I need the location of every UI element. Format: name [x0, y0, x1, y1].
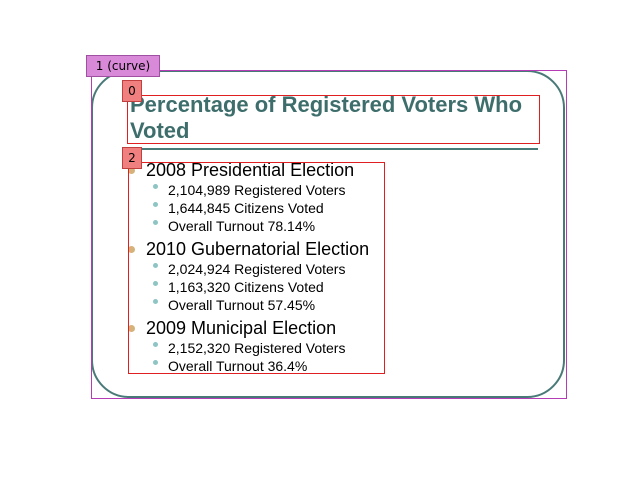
slide-title: Percentage of Registered Voters Who Vote… — [130, 92, 523, 143]
annotation-box-body — [128, 162, 385, 374]
list-item: 2,104,989 Registered Voters — [128, 181, 428, 199]
sub-bullet-dot-icon — [153, 202, 158, 207]
section-heading-text: 2008 Presidential Election — [146, 160, 355, 180]
title-underline — [130, 148, 538, 150]
section-heading: 2009 Municipal Election — [128, 318, 428, 339]
list-item-text: 1,644,845 Citizens Voted — [168, 200, 324, 216]
section-items: 2,152,320 Registered Voters Overall Turn… — [128, 339, 428, 375]
section-heading: 2010 Gubernatorial Election — [128, 239, 428, 260]
sub-bullet-dot-icon — [153, 299, 158, 304]
list-item: 2,152,320 Registered Voters — [128, 339, 428, 357]
list-item-text: 1,163,320 Citizens Voted — [168, 279, 324, 295]
bullet-list: 2008 Presidential Election 2,104,989 Reg… — [128, 160, 428, 379]
annotation-tag-title: 0 — [122, 80, 142, 102]
section-items: 2,104,989 Registered Voters 1,644,845 Ci… — [128, 181, 428, 235]
list-item-text: 2,024,924 Registered Voters — [168, 261, 346, 277]
sub-bullet-dot-icon — [153, 360, 158, 365]
sub-bullet-dot-icon — [153, 342, 158, 347]
list-item-text: 2,152,320 Registered Voters — [168, 340, 346, 356]
bullet-dot-icon — [128, 325, 135, 332]
list-item: 2,024,924 Registered Voters — [128, 260, 428, 278]
sub-bullet-dot-icon — [153, 184, 158, 189]
bullet-dot-icon — [128, 246, 135, 253]
list-item: Overall Turnout 78.14% — [128, 217, 428, 235]
section-heading-text: 2010 Gubernatorial Election — [146, 239, 370, 259]
list-item-text: 2,104,989 Registered Voters — [168, 182, 346, 198]
annotation-tag-body: 2 — [122, 147, 142, 169]
list-item: Overall Turnout 57.45% — [128, 296, 428, 314]
list-item-text: Overall Turnout 36.4% — [168, 358, 308, 374]
slide-frame-curve — [91, 70, 565, 398]
sub-bullet-dot-icon — [153, 263, 158, 268]
section-items: 2,024,924 Registered Voters 1,163,320 Ci… — [128, 260, 428, 314]
section-heading-text: 2009 Municipal Election — [146, 318, 337, 338]
list-item: 1,163,320 Citizens Voted — [128, 278, 428, 296]
list-item: Overall Turnout 36.4% — [128, 357, 428, 375]
annotation-tag-curve: 1 (curve) — [86, 55, 160, 77]
list-item: 1,644,845 Citizens Voted — [128, 199, 428, 217]
bullet-dot-icon — [128, 167, 135, 174]
sub-bullet-dot-icon — [153, 281, 158, 286]
section-heading: 2008 Presidential Election — [128, 160, 428, 181]
annotation-box-curve — [91, 70, 567, 399]
annotation-box-title — [127, 95, 540, 144]
list-item-text: Overall Turnout 78.14% — [168, 218, 316, 234]
list-item-text: Overall Turnout 57.45% — [168, 297, 316, 313]
sub-bullet-dot-icon — [153, 220, 158, 225]
